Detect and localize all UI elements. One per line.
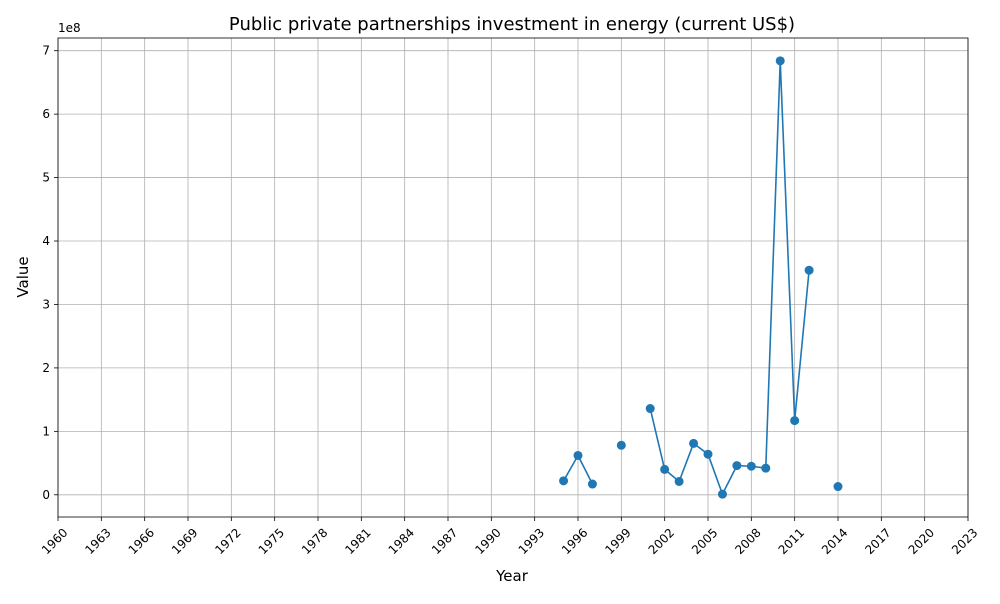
- data-point: [732, 461, 742, 471]
- x-tick-label: 1990: [472, 526, 503, 557]
- data-point: [674, 476, 684, 486]
- x-tick-label: 1999: [602, 526, 633, 557]
- data-point: [833, 482, 843, 492]
- x-tick-label: 1981: [342, 526, 373, 557]
- series-line-segment: [649, 60, 810, 495]
- x-tick-label: 1972: [212, 526, 243, 557]
- data-point: [559, 476, 569, 486]
- x-tick-label: 1987: [429, 526, 460, 557]
- x-tick-label: 1975: [256, 526, 287, 557]
- data-point: [761, 463, 771, 473]
- data-point: [689, 438, 699, 448]
- y-axis-title: Value: [14, 256, 32, 297]
- axes: 1960 1963 1966 1969 1972 1975 1978 1981 1984 1987…: [39, 37, 980, 557]
- data-point: [645, 404, 655, 414]
- y-tick-label: 6: [42, 107, 50, 121]
- y-tick-label: 1: [42, 424, 50, 438]
- x-tick-label: 2005: [689, 526, 720, 557]
- x-tick-label: 1960: [39, 526, 70, 557]
- chart-title: Public private partnerships investment i…: [229, 14, 795, 35]
- data-point: [717, 489, 727, 499]
- x-axis-title: Year: [495, 567, 529, 585]
- x-tick-label: 2023: [949, 526, 980, 557]
- x-tick-label: 1969: [169, 526, 200, 557]
- data-point: [703, 449, 713, 459]
- data-point: [746, 461, 756, 471]
- y-tick-label: 2: [42, 361, 50, 375]
- x-tick-label: 2014: [819, 526, 850, 557]
- x-tick-label: 1996: [559, 526, 590, 557]
- grid: [57, 38, 969, 517]
- x-tick-label: 2011: [776, 526, 807, 557]
- data-point: [616, 440, 626, 450]
- data-point: [660, 464, 670, 474]
- series-layer: [559, 56, 843, 499]
- y-tick-label: 0: [42, 488, 50, 502]
- y-tick-label: 4: [42, 234, 50, 248]
- x-tick-label: 1966: [126, 526, 157, 557]
- data-point: [775, 56, 785, 66]
- x-tick-label: 1963: [82, 526, 113, 557]
- y-tick-label: 5: [42, 171, 50, 185]
- x-tick-label: 2020: [906, 526, 937, 557]
- data-point: [790, 416, 800, 426]
- x-tick-label: 2008: [732, 526, 763, 557]
- x-tick-label: 2002: [646, 526, 677, 557]
- data-point: [587, 479, 597, 489]
- x-tick-label: 1978: [299, 526, 330, 557]
- y-axis-offset-label: 1e8: [58, 21, 81, 35]
- x-tick-label: 2017: [862, 526, 893, 557]
- x-tick-label: 1993: [516, 526, 547, 557]
- data-point: [573, 450, 583, 460]
- y-tick-label: 3: [42, 297, 50, 311]
- plot-frame: [57, 37, 969, 518]
- y-tick-label: 7: [42, 44, 50, 58]
- data-point: [804, 265, 814, 275]
- x-tick-label: 1984: [386, 526, 417, 557]
